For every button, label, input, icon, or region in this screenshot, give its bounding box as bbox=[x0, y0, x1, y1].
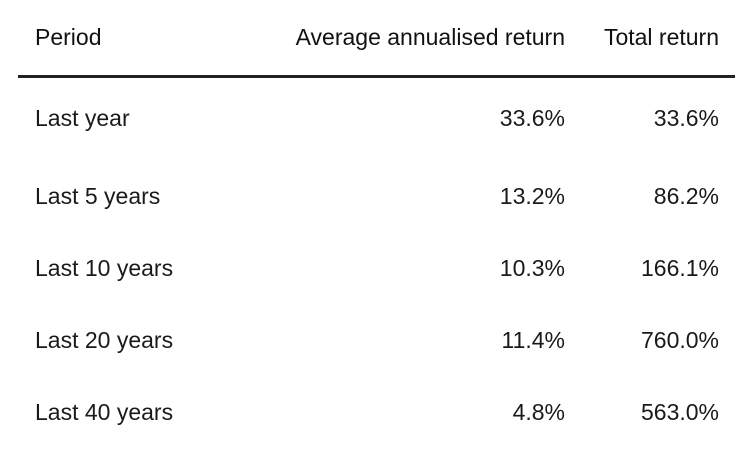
cell-period: Last 5 years bbox=[35, 182, 161, 209]
cell-average-return: 11.4% bbox=[501, 326, 565, 353]
cell-total-return: 86.2% bbox=[653, 182, 719, 209]
table-row: Last 10 years 10.3% 166.1% bbox=[18, 232, 735, 304]
table-row: Last 5 years 13.2% 86.2% bbox=[18, 160, 735, 232]
cell-total-return: 166.1% bbox=[640, 254, 719, 281]
cell-period: Last 20 years bbox=[35, 326, 174, 353]
table-row: Last 40 years 4.8% 563.0% bbox=[18, 376, 735, 448]
table-header: Period Average annualised return Total r… bbox=[18, 0, 735, 78]
cell-total-return: 563.0% bbox=[640, 398, 719, 425]
cell-average-return: 33.6% bbox=[499, 105, 565, 132]
cell-period: Last 10 years bbox=[35, 254, 174, 281]
header-row: Period Average annualised return Total r… bbox=[18, 0, 735, 78]
table-body: Last year 33.6% 33.6% Last 5 years 13.2%… bbox=[18, 76, 735, 448]
table-row: Last year 33.6% 33.6% bbox=[18, 76, 735, 160]
cell-average-return: 4.8% bbox=[512, 398, 565, 425]
table-row: Last 20 years 11.4% 760.0% bbox=[18, 304, 735, 376]
cell-total-return: 33.6% bbox=[653, 105, 719, 132]
cell-average-return: 13.2% bbox=[499, 182, 565, 209]
cell-period: Last 40 years bbox=[35, 398, 174, 425]
header-period: Period bbox=[18, 0, 230, 78]
cell-average-return: 10.3% bbox=[499, 254, 565, 281]
cell-period: Last year bbox=[35, 105, 130, 132]
header-total-return: Total return bbox=[565, 0, 735, 78]
returns-table: Period Average annualised return Total r… bbox=[18, 0, 735, 448]
header-average-annualised-return: Average annualised return bbox=[230, 0, 565, 78]
cell-total-return: 760.0% bbox=[640, 326, 719, 353]
